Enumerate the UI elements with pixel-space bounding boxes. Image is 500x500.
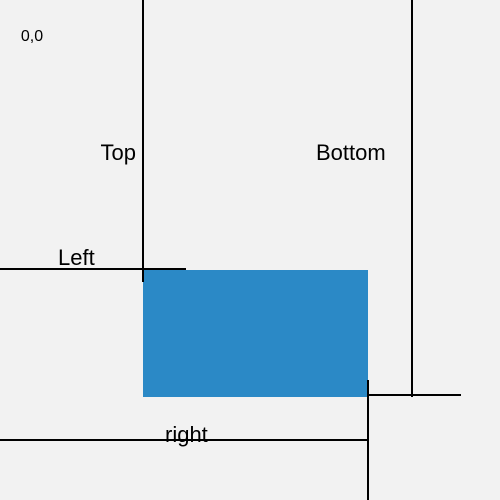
label-top: Top <box>101 140 136 166</box>
vline-right-upper <box>411 0 413 397</box>
vline-top-inset <box>142 0 144 282</box>
label-bottom: Bottom <box>316 140 386 166</box>
label-right: right <box>165 422 208 448</box>
hline-right-short <box>368 394 461 396</box>
label-left: Left <box>58 245 95 271</box>
diagram-canvas: 0,0 Top Bottom Left right <box>0 0 500 500</box>
blue-rect <box>143 270 368 397</box>
label-origin: 0,0 <box>21 28 43 46</box>
